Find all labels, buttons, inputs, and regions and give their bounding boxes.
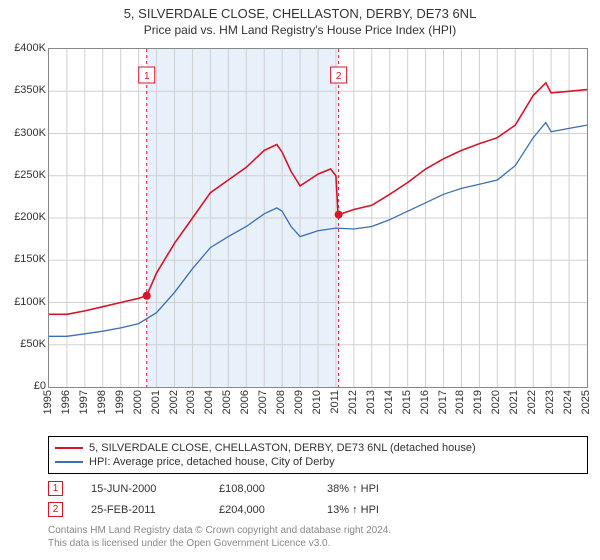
chart-title-line2: Price paid vs. HM Land Registry's House … [0,21,600,41]
transaction-table: 1 15-JUN-2000 £108,000 38% ↑ HPI 2 25-FE… [48,478,588,520]
x-axis-tick-label: 2001 [150,390,162,414]
legend-item-hpi: HPI: Average price, detached house, City… [55,455,581,469]
transaction-row: 1 15-JUN-2000 £108,000 38% ↑ HPI [48,478,588,499]
x-axis-tick-label: 2008 [275,390,287,414]
x-axis-tick-label: 2006 [239,390,251,414]
x-axis-tick-label: 2021 [508,390,520,414]
y-axis-tick-label: £350K [2,84,46,96]
transaction-date: 15-JUN-2000 [91,483,191,495]
x-axis-tick-label: 2013 [365,390,377,414]
svg-text:2: 2 [336,71,342,82]
footer-line2: This data is licensed under the Open Gov… [48,537,391,550]
x-axis-tick-label: 2007 [257,390,269,414]
x-axis-tick-label: 2000 [132,390,144,414]
x-axis-tick-label: 2017 [437,390,449,414]
x-axis-tick-label: 2003 [185,390,197,414]
y-axis-tick-label: £0 [2,380,46,392]
x-axis-tick-label: 2012 [347,390,359,414]
svg-text:1: 1 [144,71,150,82]
legend-swatch-hpi [55,461,83,463]
plot-area: 12 [48,48,588,388]
y-axis-tick-label: £50K [2,338,46,350]
x-axis-tick-label: 2019 [472,390,484,414]
legend-item-property: 5, SILVERDALE CLOSE, CHELLASTON, DERBY, … [55,441,581,455]
y-axis-tick-label: £150K [2,253,46,265]
legend-label-property: 5, SILVERDALE CLOSE, CHELLASTON, DERBY, … [89,442,476,454]
transaction-price: £108,000 [219,483,299,495]
x-axis-tick-label: 2015 [401,390,413,414]
x-axis-tick-label: 2010 [311,390,323,414]
y-axis-tick-label: £250K [2,169,46,181]
transaction-date: 25-FEB-2011 [91,504,191,516]
x-axis-tick-label: 1995 [42,390,54,414]
x-axis-tick-label: 2020 [490,390,502,414]
footer-attribution: Contains HM Land Registry data © Crown c… [48,524,391,550]
y-axis-tick-label: £300K [2,127,46,139]
x-axis-tick-label: 1998 [96,390,108,414]
y-axis-tick-label: £400K [2,42,46,54]
transaction-marker-1: 1 [48,481,63,496]
chart-title-line1: 5, SILVERDALE CLOSE, CHELLASTON, DERBY, … [0,0,600,21]
transaction-marker-2: 2 [48,502,63,517]
x-axis-tick-label: 1997 [78,390,90,414]
x-axis-tick-label: 2024 [562,390,574,414]
legend-swatch-property [55,447,83,449]
transaction-row: 2 25-FEB-2011 £204,000 13% ↑ HPI [48,499,588,520]
x-axis-tick-label: 2018 [454,390,466,414]
chart-container: 5, SILVERDALE CLOSE, CHELLASTON, DERBY, … [0,0,600,560]
y-axis-tick-label: £100K [2,296,46,308]
x-axis-tick-label: 1996 [60,390,72,414]
x-axis-tick-label: 2022 [526,390,538,414]
x-axis-tick-label: 2023 [544,390,556,414]
footer-line1: Contains HM Land Registry data © Crown c… [48,524,391,537]
x-axis-tick-label: 2009 [293,390,305,414]
x-axis-tick-label: 2025 [580,390,592,414]
x-axis-tick-label: 2016 [419,390,431,414]
transaction-hpi: 38% ↑ HPI [327,483,427,495]
x-axis-tick-label: 2011 [329,390,341,414]
y-axis-tick-label: £200K [2,211,46,223]
transaction-price: £204,000 [219,504,299,516]
transaction-hpi: 13% ↑ HPI [327,504,427,516]
x-axis-tick-label: 2014 [383,390,395,414]
x-axis-tick-label: 2004 [203,390,215,414]
x-axis-tick-label: 1999 [114,390,126,414]
x-axis-tick-label: 2005 [221,390,233,414]
x-axis-tick-label: 2002 [168,390,180,414]
legend-label-hpi: HPI: Average price, detached house, City… [89,456,335,468]
legend: 5, SILVERDALE CLOSE, CHELLASTON, DERBY, … [48,436,588,474]
